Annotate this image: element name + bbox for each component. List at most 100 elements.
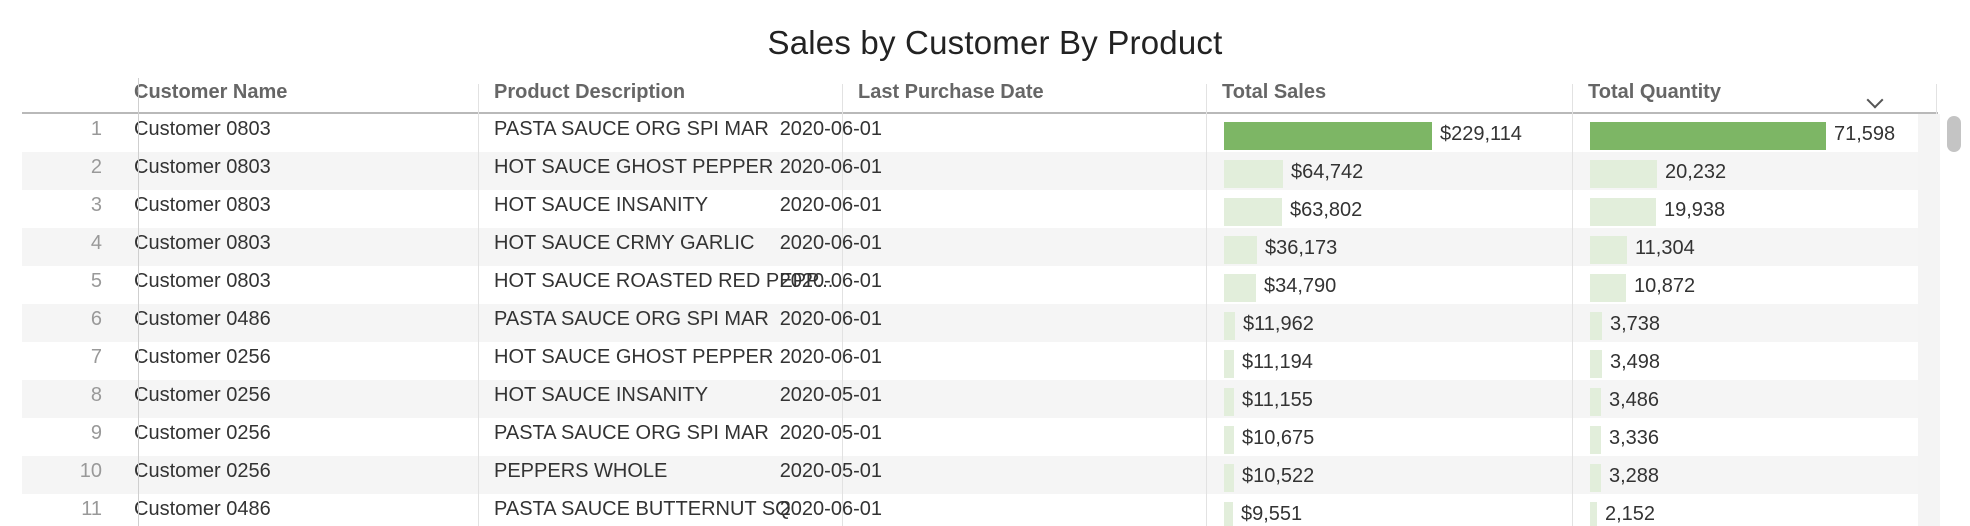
total-quantity-value: 3,336 — [1609, 427, 1660, 449]
total-quantity-value: 3,288 — [1609, 465, 1660, 487]
product-description-cell: HOT SAUCE GHOST PEPPER — [494, 346, 774, 368]
vertical-scrollbar[interactable] — [1918, 114, 1940, 526]
header-total-quantity[interactable]: Total Quantity — [1588, 81, 1721, 103]
total-quantity-bar — [1590, 312, 1602, 340]
table-row[interactable]: 9 Customer 0256 PASTA SAUCE ORG SPI MAR 202… — [22, 418, 1938, 456]
row-number: 8 — [90, 384, 102, 406]
row-number: 6 — [90, 308, 102, 330]
row-number: 11 — [81, 498, 102, 520]
customer-name-cell: Customer 0486 — [134, 498, 271, 520]
table-row[interactable]: 8 Customer 0256 HOT SAUCE INSANITY 2020-05-… — [22, 380, 1938, 418]
last-purchase-date-cell: 2020-06-01 — [779, 308, 882, 330]
total-sales-value: $34,790 — [1264, 275, 1337, 297]
total-sales-bar — [1224, 236, 1257, 264]
product-description-cell: PASTA SAUCE ORG SPI MAR — [494, 308, 769, 330]
total-sales-bar — [1224, 426, 1234, 454]
row-number: 4 — [90, 232, 102, 254]
header-total-sales[interactable]: Total Sales — [1222, 81, 1327, 103]
total-quantity-bar — [1590, 122, 1826, 150]
total-quantity-value: 2,152 — [1605, 503, 1656, 525]
total-sales-bar — [1224, 274, 1256, 302]
table-row[interactable]: 11 Customer 0486 PASTA SAUCE BUTTERNUT SQ 2… — [22, 494, 1938, 526]
customer-name-cell: Customer 0803 — [134, 194, 271, 216]
row-number: 3 — [90, 194, 102, 216]
table-header: Customer Name Product Description Last P… — [22, 78, 1938, 114]
column-divider[interactable] — [1206, 84, 1207, 526]
total-sales-bar — [1224, 350, 1234, 378]
row-number: 2 — [90, 156, 102, 178]
table-row[interactable]: 1 Customer 0803 PASTA SAUCE ORG SPI MAR 202… — [22, 114, 1938, 152]
total-sales-bar — [1224, 464, 1234, 492]
total-quantity-value: 71,598 — [1834, 123, 1896, 145]
product-description-cell: PEPPERS WHOLE — [494, 460, 668, 482]
customer-name-cell: Customer 0256 — [134, 346, 271, 368]
product-description-cell: PASTA SAUCE ORG SPI MAR — [494, 422, 769, 444]
table-row[interactable]: 3 Customer 0803 HOT SAUCE INSANITY 2020-06-… — [22, 190, 1938, 228]
total-quantity-value: 10,872 — [1634, 275, 1696, 297]
customer-name-cell: Customer 0256 — [134, 422, 271, 444]
total-quantity-bar — [1590, 160, 1657, 188]
total-sales-value: $10,675 — [1242, 427, 1315, 449]
row-number: 9 — [90, 422, 102, 444]
customer-name-cell: Customer 0803 — [134, 232, 271, 254]
customer-name-cell: Customer 0803 — [134, 270, 271, 292]
total-sales-value: $63,802 — [1290, 199, 1363, 221]
row-number: 1 — [90, 118, 102, 140]
table-row[interactable]: 2 Customer 0803 HOT SAUCE GHOST PEPPER 2020… — [22, 152, 1938, 190]
total-sales-value: $10,522 — [1242, 465, 1315, 487]
product-description-cell: PASTA SAUCE ORG SPI MAR — [494, 118, 769, 140]
chevron-down-icon[interactable] — [1866, 91, 1884, 109]
total-quantity-bar — [1590, 388, 1601, 416]
last-purchase-date-cell: 2020-06-01 — [779, 194, 882, 216]
total-quantity-bar — [1590, 502, 1597, 526]
row-number: 10 — [79, 460, 102, 482]
product-description-cell: HOT SAUCE INSANITY — [494, 384, 709, 406]
last-purchase-date-cell: 2020-06-01 — [779, 270, 882, 292]
last-purchase-date-cell: 2020-05-01 — [779, 422, 882, 444]
row-number: 7 — [90, 346, 102, 368]
table-row[interactable]: 5 Customer 0803 HOT SAUCE ROASTED RED PEPP… — [22, 266, 1938, 304]
total-quantity-value: 19,938 — [1664, 199, 1726, 221]
last-purchase-date-cell: 2020-05-01 — [779, 384, 882, 406]
page-title: Sales by Customer By Product — [767, 24, 1223, 61]
total-sales-value: $229,114 — [1440, 123, 1522, 145]
customer-name-cell: Customer 0256 — [134, 384, 271, 406]
product-description-cell: HOT SAUCE ROASTED RED PEPP... — [494, 270, 834, 292]
customer-name-cell: Customer 0256 — [134, 460, 271, 482]
total-sales-value: $36,173 — [1265, 237, 1338, 259]
total-sales-value: $9,551 — [1241, 503, 1303, 525]
total-quantity-bar — [1590, 350, 1602, 378]
column-divider[interactable] — [842, 84, 843, 526]
header-customer-name[interactable]: Customer Name — [134, 81, 288, 103]
table-row[interactable]: 4 Customer 0803 HOT SAUCE CRMY GARLIC 2020-… — [22, 228, 1938, 266]
row-number-divider — [138, 78, 139, 526]
total-sales-value: $64,742 — [1291, 161, 1364, 183]
product-description-cell: HOT SAUCE GHOST PEPPER — [494, 156, 774, 178]
scrollbar-thumb[interactable] — [1947, 116, 1961, 152]
last-purchase-date-cell: 2020-06-01 — [779, 156, 882, 178]
total-quantity-bar — [1590, 464, 1601, 492]
total-quantity-value: 11,304 — [1635, 237, 1695, 259]
last-purchase-date-cell: 2020-05-01 — [779, 460, 882, 482]
customer-name-cell: Customer 0486 — [134, 308, 271, 330]
last-purchase-date-cell: 2020-06-01 — [779, 232, 882, 254]
row-number: 5 — [90, 270, 102, 292]
total-sales-bar — [1224, 198, 1282, 226]
product-description-cell: PASTA SAUCE BUTTERNUT SQ — [494, 498, 791, 520]
header-product-description[interactable]: Product Description — [494, 81, 686, 103]
table-row[interactable]: 6 Customer 0486 PASTA SAUCE ORG SPI MAR 202… — [22, 304, 1938, 342]
total-sales-value: $11,155 — [1242, 389, 1313, 411]
table-row[interactable]: 10 Customer 0256 PEPPERS WHOLE 2020-05-01 $1… — [22, 456, 1938, 494]
last-purchase-date-cell: 2020-06-01 — [779, 498, 882, 520]
total-sales-bar — [1224, 388, 1234, 416]
column-divider[interactable] — [1572, 84, 1573, 526]
total-sales-value: $11,194 — [1242, 351, 1313, 373]
table-row[interactable]: 7 Customer 0256 HOT SAUCE GHOST PEPPER 2020… — [22, 342, 1938, 380]
total-quantity-bar — [1590, 236, 1627, 264]
column-divider[interactable] — [478, 84, 479, 526]
last-purchase-date-cell: 2020-06-01 — [779, 118, 882, 140]
header-last-purchase-date[interactable]: Last Purchase Date — [858, 81, 1044, 103]
total-quantity-bar — [1590, 274, 1626, 302]
total-sales-bar — [1224, 160, 1283, 188]
total-sales-bar — [1224, 312, 1235, 340]
